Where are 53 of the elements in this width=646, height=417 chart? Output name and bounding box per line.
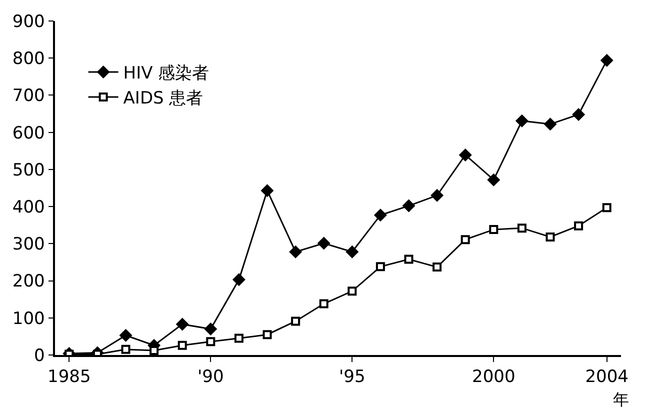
x-tick-label: '95	[338, 367, 366, 388]
point	[262, 330, 272, 340]
point	[432, 262, 442, 272]
point	[346, 245, 359, 258]
point	[487, 173, 500, 186]
point	[402, 199, 416, 212]
point	[204, 322, 218, 336]
point	[260, 184, 274, 198]
point	[546, 232, 555, 242]
point	[602, 203, 612, 212]
y-tick-label: 800	[12, 49, 45, 70]
point	[317, 236, 330, 250]
point	[348, 286, 357, 296]
y-tick-label: 600	[12, 123, 45, 144]
point	[206, 337, 216, 346]
point	[176, 318, 189, 331]
x-tick-label: 2004	[585, 367, 628, 388]
y-tick-label: 700	[12, 86, 45, 106]
point	[404, 254, 414, 264]
point	[515, 114, 528, 128]
point	[544, 118, 557, 131]
point	[574, 221, 584, 230]
point	[600, 54, 614, 67]
point	[121, 344, 130, 354]
y-tick-label: 300	[12, 234, 45, 255]
x-tick-label: 2000	[472, 367, 516, 388]
point	[291, 316, 300, 326]
x-tick-label: '90	[197, 367, 224, 388]
point	[150, 346, 159, 355]
point	[319, 299, 328, 308]
y-tick-label: 500	[12, 160, 45, 180]
point	[458, 148, 472, 162]
point	[572, 108, 586, 122]
point	[430, 188, 444, 202]
point	[460, 235, 470, 244]
point	[234, 334, 244, 343]
point	[517, 224, 526, 233]
y-tick-label: 0	[34, 346, 45, 366]
point	[178, 340, 187, 350]
point	[289, 245, 302, 258]
point	[374, 208, 387, 222]
y-tick-label: 900	[12, 12, 45, 32]
legend-label: AIDS 患者	[123, 88, 204, 109]
point	[232, 273, 246, 286]
legend-label: HIV 感染者	[123, 64, 210, 84]
x-axis-title: 年	[613, 390, 629, 409]
y-tick-label: 400	[12, 198, 45, 218]
x-tick-label: 1985	[48, 367, 91, 388]
point	[119, 328, 132, 342]
point	[376, 262, 385, 272]
point	[489, 225, 498, 234]
y-tick-label: 100	[12, 308, 45, 329]
y-tick-label: 200	[12, 272, 45, 292]
